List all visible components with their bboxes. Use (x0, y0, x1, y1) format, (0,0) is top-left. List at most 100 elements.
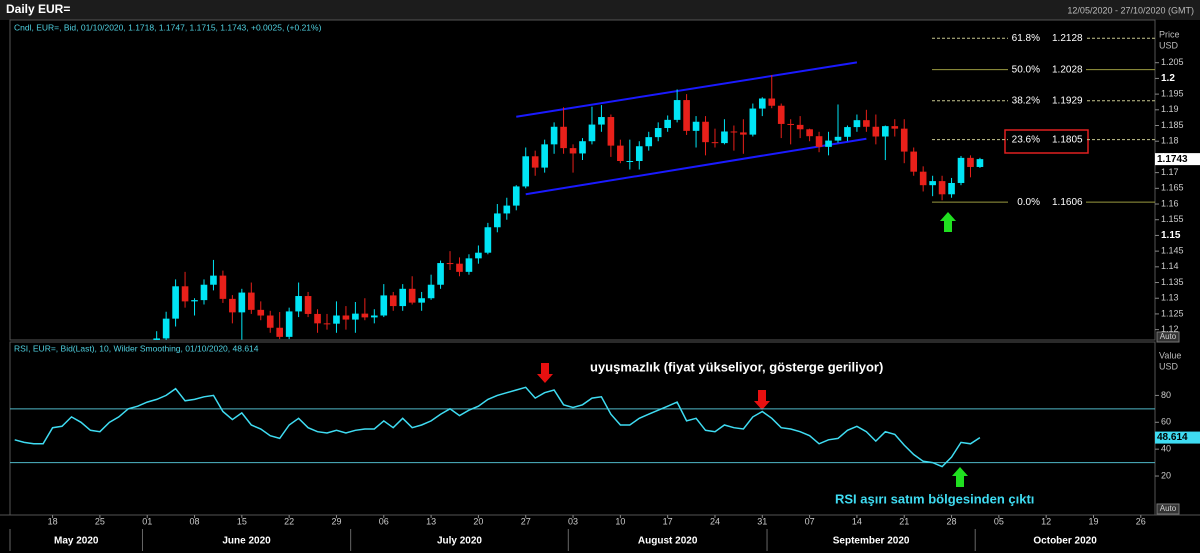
candle-body (238, 292, 246, 313)
candle-body (380, 295, 388, 316)
auto-label: Auto (1160, 504, 1177, 513)
candle-body (617, 145, 624, 162)
price-legend: Cndl, EUR=, Bid, 01/10/2020, 1.1718, 1.1… (14, 22, 322, 32)
x-tick-label: 10 (615, 516, 625, 526)
candle-body (834, 136, 842, 141)
rsi-tag-bg (1155, 431, 1200, 444)
candle-body (560, 126, 567, 149)
candle-body (626, 161, 634, 163)
candle-body (787, 123, 794, 125)
candle-body (863, 120, 870, 127)
candle-body (295, 296, 302, 312)
candle-body (721, 131, 728, 144)
month-label: June 2020 (222, 536, 271, 547)
fib-value: 1.1606 (1052, 197, 1083, 208)
x-tick-label: 20 (473, 516, 483, 526)
candle-body (711, 142, 719, 144)
x-tick-label: 15 (237, 516, 247, 526)
candle-body (276, 327, 284, 337)
candle-body (200, 284, 208, 301)
rsi-legend: RSI, EUR=, Bid(Last), 10, Wilder Smoothi… (14, 343, 259, 353)
candle-body (541, 144, 548, 168)
candle-body (881, 126, 889, 137)
date-range: 12/05/2020 - 27/10/2020 (GMT) (1067, 5, 1194, 15)
axis-unit: USD (1159, 361, 1179, 371)
x-tick-label: 08 (190, 516, 200, 526)
candle-body (153, 338, 160, 340)
candle-body (494, 213, 501, 228)
y-tick-label: 1.12 (1161, 324, 1179, 334)
axis-label: Price (1159, 29, 1180, 39)
x-tick-label: 03 (568, 516, 578, 526)
candle-body (522, 156, 530, 187)
candle-body (957, 157, 965, 183)
candle-body (484, 227, 492, 253)
candle-body (900, 128, 908, 152)
x-tick-label: 26 (1136, 516, 1146, 526)
month-label: August 2020 (638, 536, 698, 547)
arrow-up (940, 212, 956, 232)
candle-body (692, 121, 700, 131)
candle-body (891, 126, 899, 129)
rsi-line (14, 386, 981, 468)
y-tick-label: 1.14 (1161, 261, 1179, 271)
candle-body (929, 181, 936, 186)
auto-button[interactable] (1156, 503, 1180, 515)
candle-body (314, 313, 321, 324)
candle-body (512, 186, 520, 206)
y-tick-label: 1.185 (1161, 120, 1184, 130)
fib-label-bg (1008, 133, 1086, 146)
y-tick-label: 1.15 (1161, 230, 1181, 241)
candle-body (796, 124, 804, 130)
candle-body (664, 119, 671, 129)
candle-body (427, 284, 435, 299)
x-tick-label: 07 (805, 516, 815, 526)
candle-body (844, 127, 851, 137)
month-label: May 2020 (54, 536, 99, 547)
y-tick-label: 1.205 (1161, 57, 1184, 67)
x-tick-label: 01 (142, 516, 152, 526)
auto-button[interactable] (1156, 331, 1180, 343)
fib-value: 1.2028 (1052, 64, 1083, 75)
header-bar (0, 0, 1200, 20)
price-plot (153, 61, 984, 340)
y-tick-label: 20 (1161, 470, 1171, 480)
candle-body (598, 117, 605, 125)
candle-body (191, 300, 198, 302)
candle-body (654, 128, 662, 138)
candle-body (588, 124, 596, 142)
candle-body (437, 263, 444, 285)
candle-body (304, 296, 312, 314)
candle-body (815, 136, 823, 147)
y-tick-label: 1.125 (1161, 308, 1184, 318)
candle-body (853, 120, 861, 128)
candle-body (948, 182, 955, 195)
candle-body (333, 315, 340, 324)
candle-body (503, 205, 511, 214)
candle-body (683, 100, 690, 131)
candle-body (749, 108, 757, 135)
x-tick-label: 27 (521, 516, 531, 526)
candle-body (285, 311, 293, 337)
y-tick-label: 1.195 (1161, 88, 1184, 98)
candle-body (777, 105, 785, 124)
candle-body (408, 288, 416, 303)
axis-label: Value (1159, 350, 1181, 360)
fib-label-bg (1008, 196, 1086, 209)
annotation: RSI aşırı satım bölgesinden çıktı (835, 491, 1034, 506)
x-tick-label: 05 (994, 516, 1004, 526)
x-tick-label: 13 (426, 516, 436, 526)
arrow-down (754, 390, 770, 410)
y-tick-label: 1.2 (1161, 73, 1175, 84)
fib-label: 38.2% (1012, 95, 1040, 106)
price-tag-bg (1155, 153, 1200, 166)
y-tick-label: 1.17 (1161, 167, 1179, 177)
candle-body (371, 315, 378, 318)
candle-body (399, 288, 407, 307)
candle-body (475, 252, 482, 259)
candle-body (465, 258, 473, 272)
fib-value: 1.1929 (1052, 95, 1083, 106)
candle-body (607, 117, 615, 146)
x-tick-label: 21 (899, 516, 909, 526)
x-tick-label: 06 (379, 516, 389, 526)
